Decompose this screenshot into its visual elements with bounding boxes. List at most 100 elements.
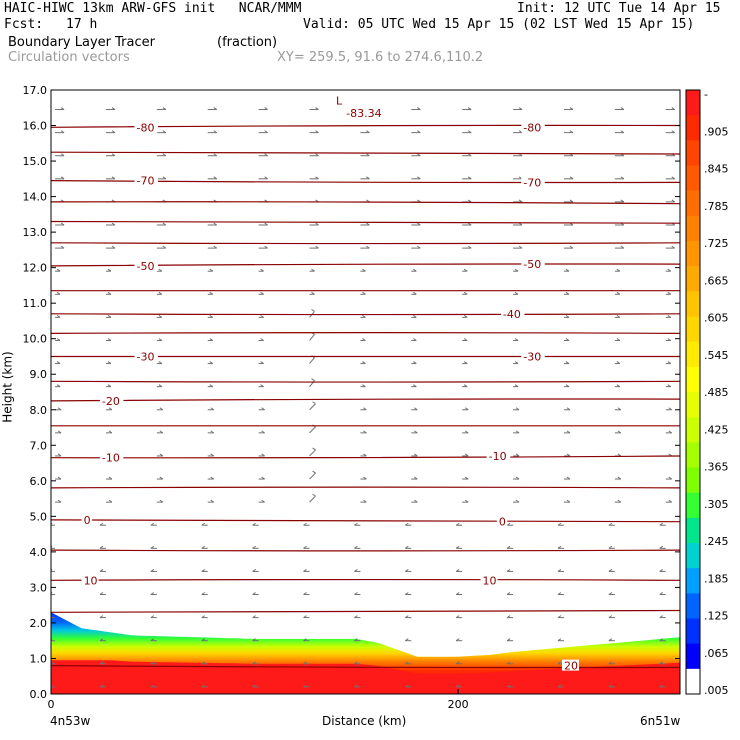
circulation-vector bbox=[563, 176, 574, 180]
circulation-vector bbox=[309, 268, 315, 272]
circulation-vector bbox=[614, 499, 622, 503]
circulation-vector bbox=[665, 130, 676, 134]
colorbar-swatch bbox=[686, 190, 700, 217]
circulation-vector bbox=[207, 430, 215, 434]
circulation-vector bbox=[207, 476, 215, 480]
circulation-vector bbox=[405, 545, 412, 549]
circulation-vector bbox=[563, 453, 571, 457]
y-axis-title: Height (km) bbox=[0, 351, 15, 423]
temperature-contour bbox=[51, 455, 680, 459]
circulation-vector bbox=[258, 314, 264, 318]
forecast-label: Fcst: bbox=[4, 17, 44, 32]
circulation-vector bbox=[156, 314, 163, 318]
circulation-vector bbox=[303, 545, 310, 549]
circulation-vector bbox=[252, 661, 259, 665]
colorbar-label: .725 bbox=[704, 237, 729, 250]
temperature-contour bbox=[51, 242, 680, 245]
circulation-vector bbox=[608, 661, 615, 665]
circulation-vector bbox=[659, 522, 666, 526]
contour-label-bg bbox=[134, 174, 158, 186]
circulation-vector bbox=[665, 499, 673, 503]
circulation-vector bbox=[55, 499, 62, 503]
circulation-vector bbox=[258, 476, 265, 480]
colorbar-swatch bbox=[686, 618, 700, 645]
circulation-vector bbox=[309, 470, 316, 480]
circulation-vector bbox=[563, 268, 570, 272]
circulation-vector bbox=[354, 638, 361, 642]
circulation-vector bbox=[506, 684, 514, 688]
circulation-vector bbox=[258, 499, 265, 503]
circulation-vector bbox=[156, 499, 164, 503]
circulation-vector bbox=[252, 638, 259, 642]
colorbar-label: .785 bbox=[704, 200, 729, 213]
y-tick-label: 4.0 bbox=[30, 546, 48, 559]
colorbar-label: .605 bbox=[704, 312, 729, 325]
circulation-vector bbox=[258, 245, 268, 249]
circulation-vector bbox=[360, 153, 370, 157]
colorbar-swatch bbox=[686, 417, 700, 443]
circulation-vector bbox=[411, 268, 417, 272]
circulation-vector bbox=[665, 176, 676, 180]
circulation-vector bbox=[462, 107, 472, 111]
y-tick-label: 0.0 bbox=[30, 688, 48, 701]
circulation-vector bbox=[360, 130, 370, 134]
field-units-tracer: (fraction) bbox=[217, 35, 278, 50]
contour-label-bg bbox=[480, 574, 498, 586]
circulation-vector bbox=[557, 545, 564, 549]
circulation-vector bbox=[608, 545, 615, 549]
contour-label-bg bbox=[521, 350, 545, 362]
colorbar-label: .305 bbox=[704, 498, 729, 511]
circulation-vector bbox=[201, 592, 208, 596]
circulation-vector bbox=[506, 592, 514, 596]
circulation-vector bbox=[55, 130, 65, 134]
circulation-vector bbox=[258, 384, 264, 388]
colorbar-swatch bbox=[686, 442, 700, 468]
circulation-vector bbox=[462, 222, 472, 226]
circulation-vector bbox=[513, 107, 523, 111]
circulation-vector bbox=[455, 638, 463, 642]
temperature-contour bbox=[51, 549, 680, 552]
circulation-vector bbox=[360, 268, 366, 272]
y-tick-label: 1.0 bbox=[30, 652, 48, 665]
circulation-vector bbox=[614, 107, 625, 111]
circulation-vector bbox=[659, 684, 666, 688]
colorbar-swatch bbox=[686, 291, 700, 317]
circulation-vector bbox=[51, 684, 56, 688]
circulation-vector bbox=[506, 615, 514, 619]
circulation-vector bbox=[665, 384, 672, 388]
circulation-vector bbox=[665, 338, 672, 341]
y-tick-label: 9.0 bbox=[30, 368, 48, 381]
circulation-vector bbox=[201, 661, 208, 665]
colorbar-swatch bbox=[686, 593, 700, 619]
circulation-vector bbox=[411, 314, 417, 318]
colorbar-swatch bbox=[686, 668, 700, 695]
circulation-vector bbox=[354, 615, 361, 619]
y-tick-label: 6.0 bbox=[30, 475, 48, 488]
circulation-vector bbox=[411, 430, 418, 434]
circulation-vector bbox=[105, 338, 112, 341]
circulation-vector bbox=[99, 522, 106, 526]
circulation-vector bbox=[354, 661, 361, 665]
circulation-vector bbox=[51, 569, 56, 572]
circulation-vector bbox=[156, 407, 164, 411]
circulation-vector bbox=[462, 314, 468, 318]
circulation-vector bbox=[608, 615, 615, 619]
circulation-vector bbox=[55, 268, 61, 272]
circulation-vector bbox=[411, 476, 418, 480]
circulation-vector bbox=[354, 522, 361, 526]
temperature-contour bbox=[51, 486, 680, 489]
temperature-contour bbox=[51, 609, 680, 613]
circulation-vector bbox=[411, 407, 418, 411]
circulation-vector bbox=[156, 268, 163, 272]
y-tick-label: 11.0 bbox=[23, 297, 48, 310]
temperature-contour bbox=[51, 578, 680, 581]
circulation-vector bbox=[156, 430, 164, 434]
circulation-vector bbox=[55, 361, 61, 365]
circulation-vector bbox=[659, 615, 666, 619]
circulation-vector bbox=[614, 314, 621, 318]
y-tick-label: 3.0 bbox=[30, 581, 48, 594]
x-axis-title: Distance (km) bbox=[322, 714, 407, 728]
circulation-vector bbox=[563, 130, 574, 134]
circulation-vector bbox=[405, 615, 412, 619]
circulation-vector bbox=[563, 107, 574, 111]
